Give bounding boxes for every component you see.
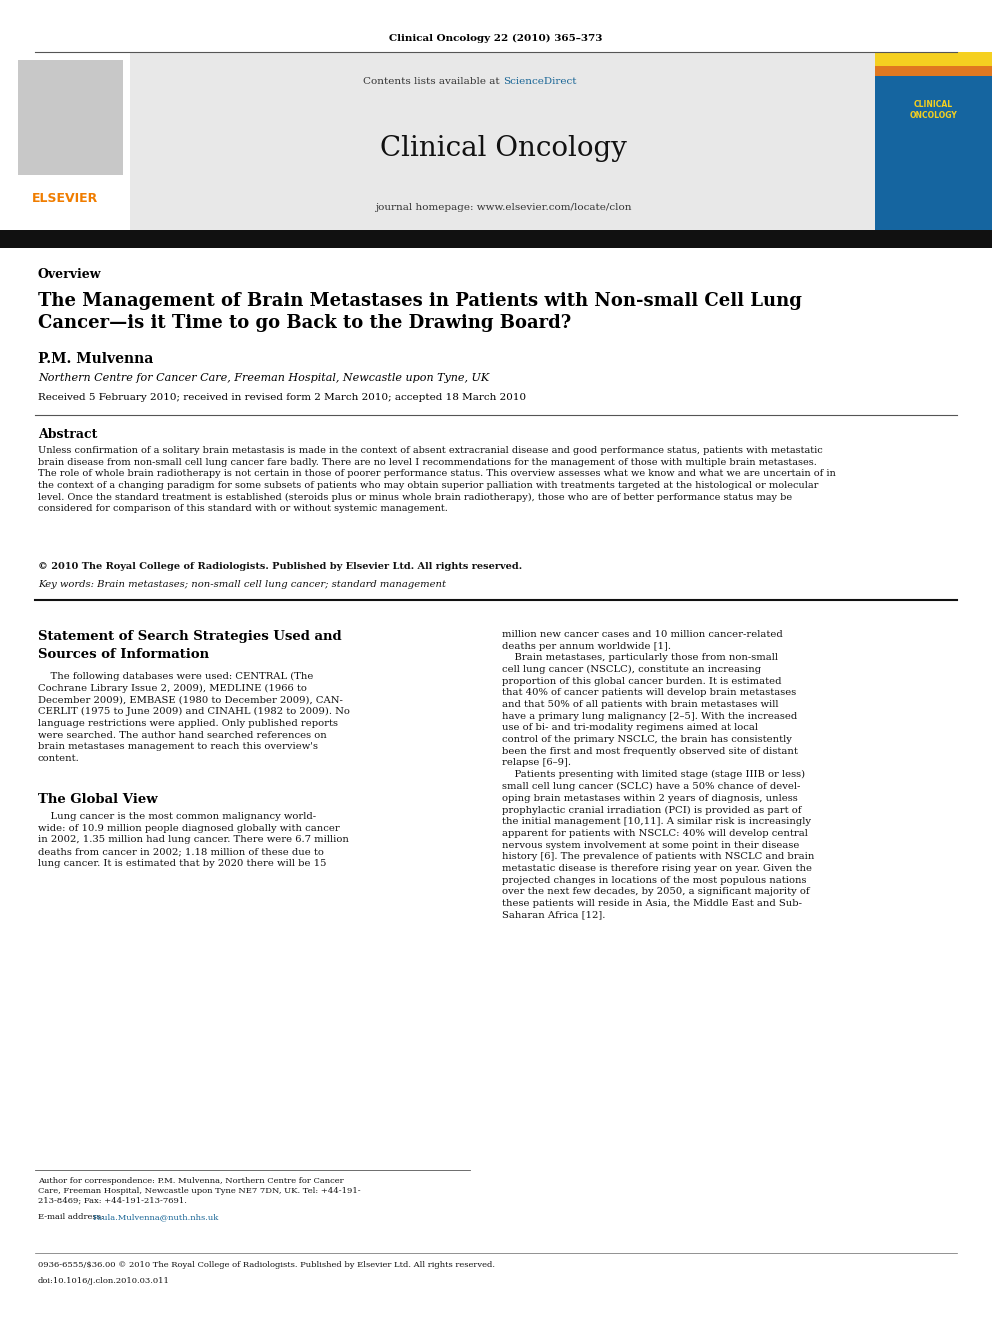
Text: E-mail address:: E-mail address: — [38, 1213, 106, 1221]
Bar — [875, 66, 992, 75]
Bar — [875, 52, 992, 230]
Text: Clinical Oncology: Clinical Oncology — [380, 135, 626, 161]
Text: The Management of Brain Metastases in Patients with Non-small Cell Lung: The Management of Brain Metastases in Pa… — [38, 292, 802, 310]
Text: journal homepage: www.elsevier.com/locate/clon: journal homepage: www.elsevier.com/locat… — [375, 204, 631, 213]
Text: © 2010 The Royal College of Radiologists. Published by Elsevier Ltd. All rights : © 2010 The Royal College of Radiologists… — [38, 562, 522, 572]
Text: Key words: Brain metastases; non-small cell lung cancer; standard management: Key words: Brain metastases; non-small c… — [38, 579, 446, 589]
Text: CLINICAL
ONCOLOGY: CLINICAL ONCOLOGY — [909, 101, 957, 120]
Bar — [130, 52, 875, 230]
Text: 0936-6555/$36.00 © 2010 The Royal College of Radiologists. Published by Elsevier: 0936-6555/$36.00 © 2010 The Royal Colleg… — [38, 1261, 495, 1269]
Text: Clinical Oncology 22 (2010) 365–373: Clinical Oncology 22 (2010) 365–373 — [389, 33, 603, 42]
Text: Statement of Search Strategies Used and: Statement of Search Strategies Used and — [38, 630, 341, 643]
Text: Paula.Mulvenna@nuth.nhs.uk: Paula.Mulvenna@nuth.nhs.uk — [93, 1213, 219, 1221]
Text: ELSEVIER: ELSEVIER — [32, 192, 98, 205]
Text: Sources of Information: Sources of Information — [38, 648, 209, 662]
Text: P.M. Mulvenna: P.M. Mulvenna — [38, 352, 154, 366]
Text: Abstract: Abstract — [38, 429, 97, 441]
Text: The Global View: The Global View — [38, 792, 158, 806]
Text: Received 5 February 2010; received in revised form 2 March 2010; accepted 18 Mar: Received 5 February 2010; received in re… — [38, 393, 526, 402]
Text: The following databases were used: CENTRAL (The
Cochrane Library Issue 2, 2009),: The following databases were used: CENTR… — [38, 672, 350, 763]
Bar — [0, 230, 992, 247]
Text: Contents lists available at: Contents lists available at — [363, 78, 503, 86]
Bar — [875, 52, 992, 66]
Text: Overview: Overview — [38, 269, 101, 280]
Bar — [0, 52, 130, 230]
Text: million new cancer cases and 10 million cancer-related
deaths per annum worldwid: million new cancer cases and 10 million … — [502, 630, 814, 919]
Text: ScienceDirect: ScienceDirect — [503, 78, 576, 86]
Text: Northern Centre for Cancer Care, Freeman Hospital, Newcastle upon Tyne, UK: Northern Centre for Cancer Care, Freeman… — [38, 373, 489, 382]
Text: Lung cancer is the most common malignancy world-
wide: of 10.9 million people di: Lung cancer is the most common malignanc… — [38, 812, 349, 868]
Text: Cancer—is it Time to go Back to the Drawing Board?: Cancer—is it Time to go Back to the Draw… — [38, 314, 571, 332]
Text: Author for correspondence: P.M. Mulvenna, Northern Centre for Cancer
Care, Freem: Author for correspondence: P.M. Mulvenna… — [38, 1177, 361, 1205]
Bar — [18, 60, 123, 175]
Text: Unless confirmation of a solitary brain metastasis is made in the context of abs: Unless confirmation of a solitary brain … — [38, 446, 835, 513]
Text: doi:10.1016/j.clon.2010.03.011: doi:10.1016/j.clon.2010.03.011 — [38, 1277, 170, 1285]
